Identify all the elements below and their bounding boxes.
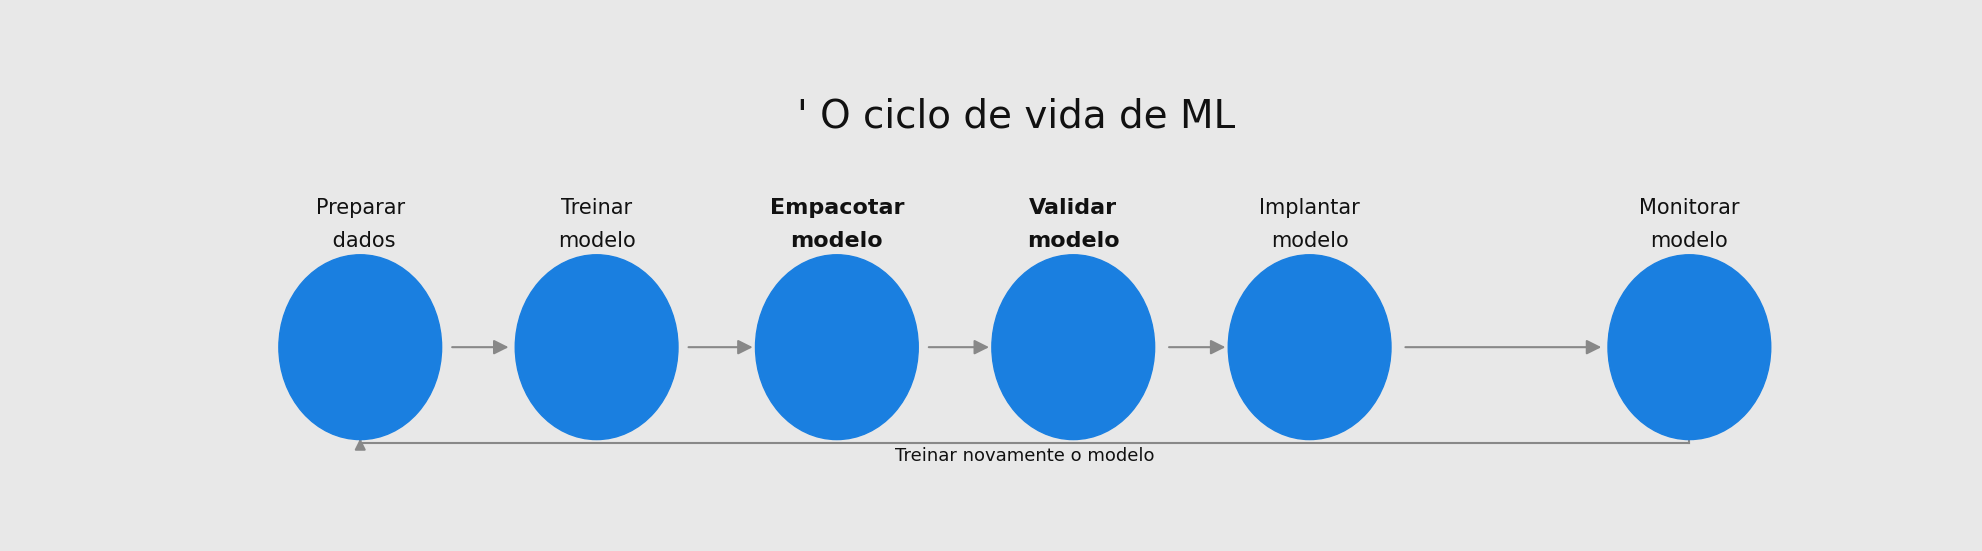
Text: Preparar
 dados: Preparar dados [315,198,404,251]
Ellipse shape [755,255,918,440]
Text: Empacotar
modelo: Empacotar modelo [769,198,904,251]
Text: Implantar
modelo: Implantar modelo [1259,198,1360,251]
Ellipse shape [1607,255,1770,440]
Text: Validar
modelo: Validar modelo [1027,198,1120,251]
Text: Monitorar
modelo: Monitorar modelo [1639,198,1738,251]
Ellipse shape [279,255,442,440]
Ellipse shape [991,255,1154,440]
Text: ' O ciclo de vida de ML: ' O ciclo de vida de ML [797,97,1235,135]
Ellipse shape [1227,255,1389,440]
Text: Treinar
modelo: Treinar modelo [557,198,634,251]
Ellipse shape [515,255,678,440]
Text: Treinar novamente o modelo: Treinar novamente o modelo [894,447,1154,465]
